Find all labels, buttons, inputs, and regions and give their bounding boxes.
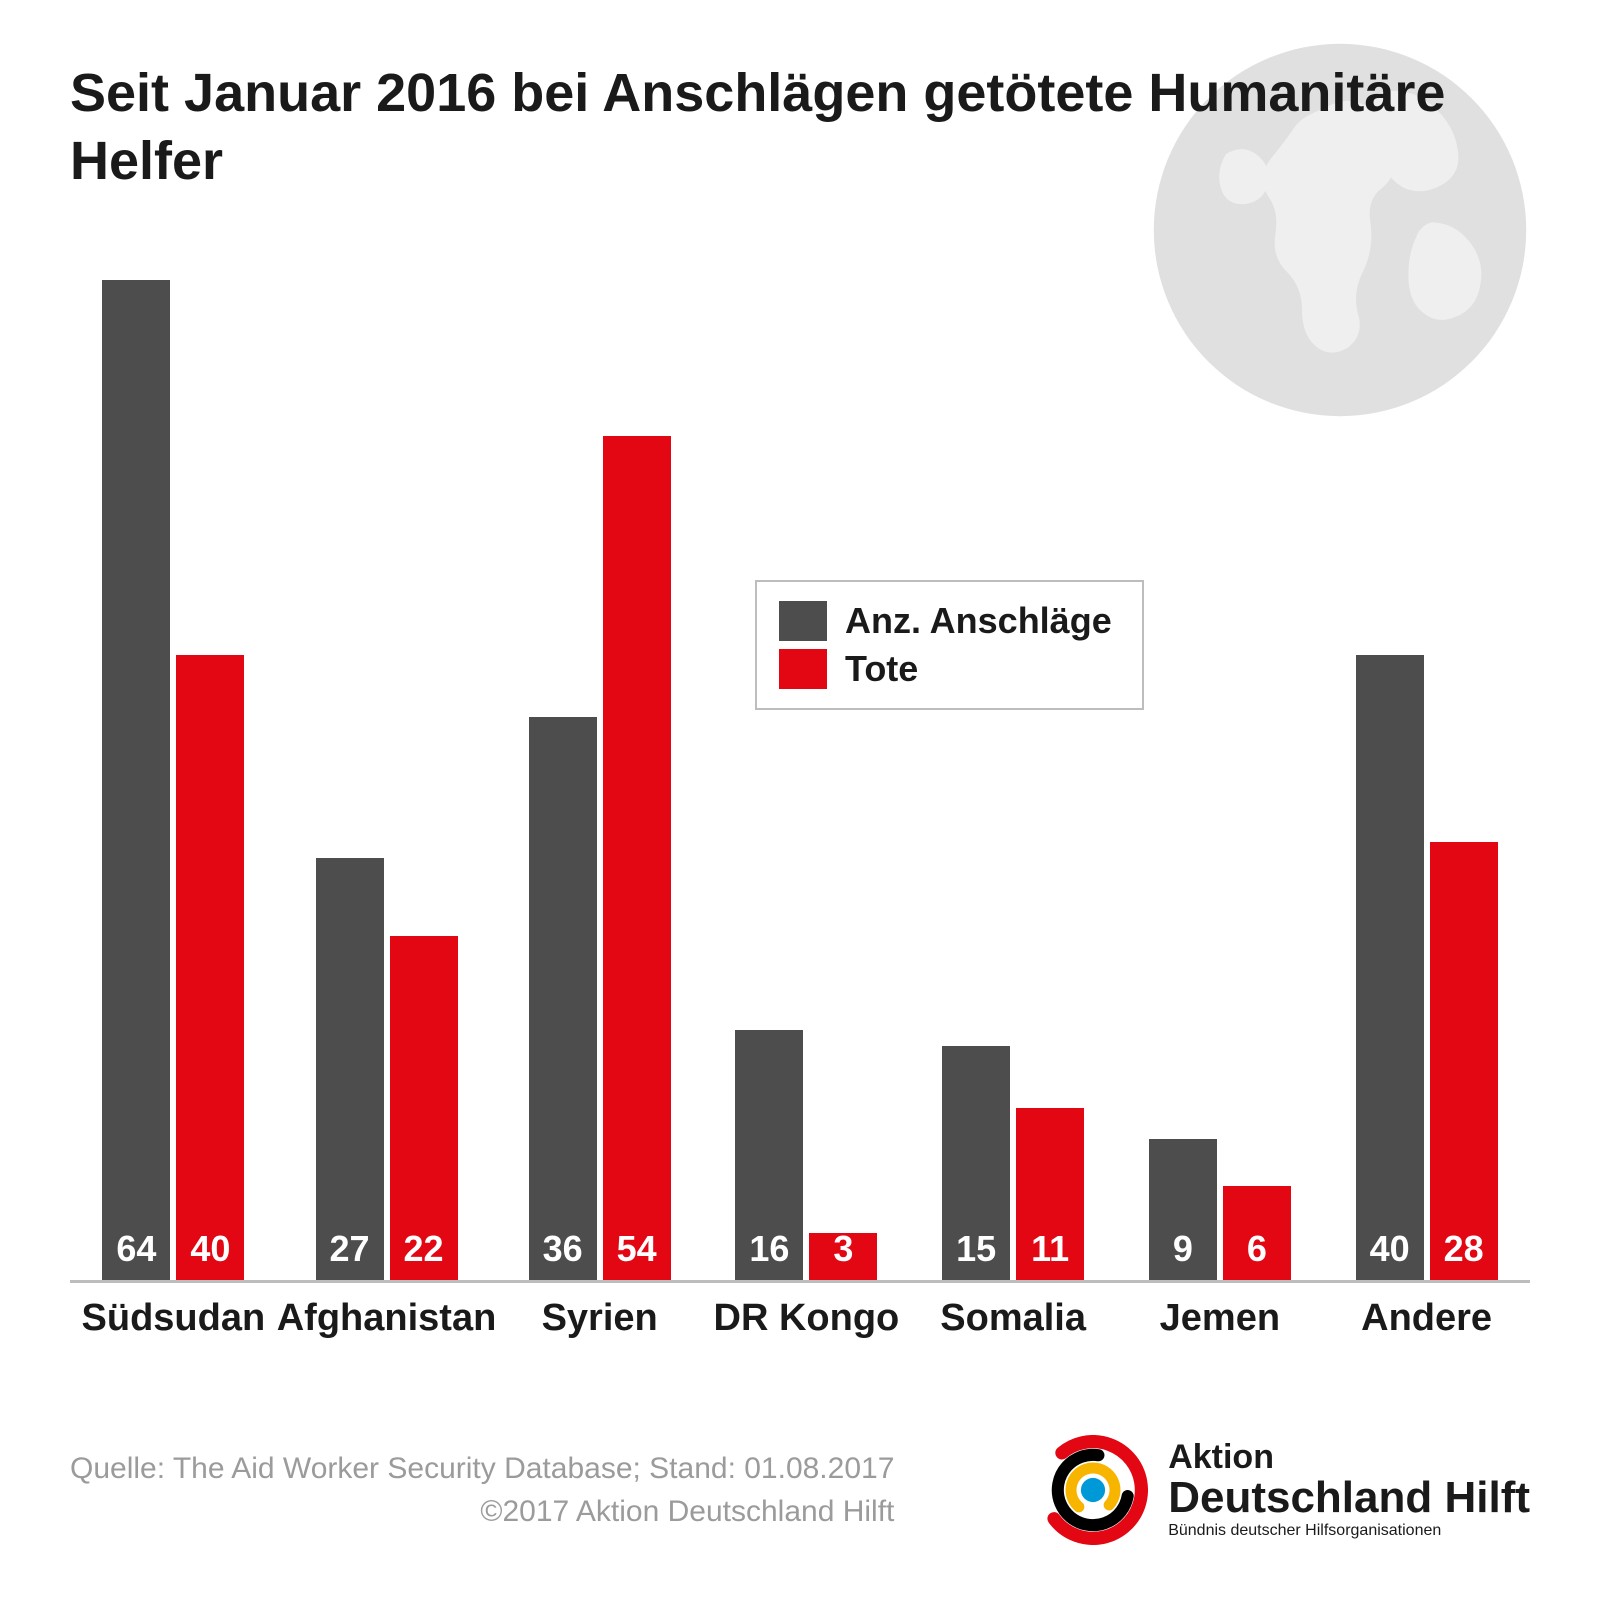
brand-subline: Bündnis deutscher Hilfsorganisationen bbox=[1168, 1522, 1530, 1540]
chart-title: Seit Januar 2016 bei Anschlägen getötete… bbox=[70, 60, 1530, 195]
deaths-bar: 28 bbox=[1430, 842, 1498, 1280]
legend-item: Tote bbox=[779, 648, 1112, 690]
bar-value-label: 11 bbox=[1016, 1228, 1084, 1280]
bar-group: 163 DR Kongo bbox=[703, 283, 910, 1340]
bar-pair: 1511 bbox=[910, 283, 1117, 1283]
bar-group: 3654 Syrien bbox=[496, 283, 703, 1340]
deaths-bar: 22 bbox=[390, 936, 458, 1280]
brand-line-1: Aktion bbox=[1168, 1440, 1530, 1476]
brand-logo-block: Aktion Deutschland Hilft Bündnis deutsch… bbox=[1038, 1435, 1530, 1545]
bar-pair: 6440 bbox=[70, 283, 277, 1283]
legend-label: Anz. Anschläge bbox=[845, 600, 1112, 642]
source-text: Quelle: The Aid Worker Security Database… bbox=[70, 1447, 894, 1534]
bar-value-label: 9 bbox=[1149, 1228, 1217, 1280]
bar-group: 1511 Somalia bbox=[910, 283, 1117, 1340]
bar-value-label: 64 bbox=[102, 1228, 170, 1280]
bar-value-label: 36 bbox=[529, 1228, 597, 1280]
attacks-bar: 27 bbox=[316, 858, 384, 1280]
bar-chart: 6440Südsudan2722Afghanistan3654Syrien163… bbox=[70, 210, 1530, 1340]
category-label: Südsudan bbox=[82, 1297, 266, 1340]
attacks-bar: 36 bbox=[529, 717, 597, 1280]
category-label: Andere bbox=[1361, 1297, 1492, 1340]
bar-value-label: 22 bbox=[390, 1228, 458, 1280]
brand-line-2: Deutschland Hilft bbox=[1168, 1476, 1530, 1520]
bar-group: 2722 Afghanistan bbox=[277, 283, 497, 1340]
bar-value-label: 3 bbox=[809, 1228, 877, 1280]
legend-swatch bbox=[779, 601, 827, 641]
category-label: Syrien bbox=[542, 1297, 658, 1340]
source-line-2: ©2017 Aktion Deutschland Hilft bbox=[70, 1490, 894, 1534]
bar-pair: 4028 bbox=[1323, 283, 1530, 1283]
attacks-bar: 15 bbox=[942, 1046, 1010, 1280]
bar-value-label: 16 bbox=[735, 1228, 803, 1280]
deaths-bar: 54 bbox=[603, 436, 671, 1280]
bar-value-label: 40 bbox=[176, 1228, 244, 1280]
legend-item: Anz. Anschläge bbox=[779, 600, 1112, 642]
legend-swatch bbox=[779, 649, 827, 689]
bar-pair: 163 bbox=[703, 283, 910, 1283]
bar-value-label: 54 bbox=[603, 1228, 671, 1280]
attacks-bar: 40 bbox=[1356, 655, 1424, 1280]
attacks-bar: 16 bbox=[735, 1030, 803, 1280]
deaths-bar: 3 bbox=[809, 1233, 877, 1280]
source-line-1: Quelle: The Aid Worker Security Database… bbox=[70, 1447, 894, 1491]
deaths-bar: 11 bbox=[1016, 1108, 1084, 1280]
bar-value-label: 27 bbox=[316, 1228, 384, 1280]
bar-pair: 2722 bbox=[277, 283, 497, 1283]
category-label: DR Kongo bbox=[714, 1297, 900, 1340]
attacks-bar: 64 bbox=[102, 280, 170, 1280]
bar-pair: 96 bbox=[1117, 283, 1324, 1283]
bar-group: 4028 Andere bbox=[1323, 283, 1530, 1340]
bar-group: 96 Jemen bbox=[1117, 283, 1324, 1340]
deaths-bar: 40 bbox=[176, 655, 244, 1280]
legend: Anz. Anschläge Tote bbox=[755, 580, 1144, 710]
category-label: Afghanistan bbox=[277, 1297, 497, 1340]
bar-value-label: 28 bbox=[1430, 1228, 1498, 1280]
category-label: Jemen bbox=[1160, 1297, 1280, 1340]
bar-value-label: 6 bbox=[1223, 1228, 1291, 1280]
brand-logo-icon bbox=[1038, 1435, 1148, 1545]
bar-group: 6440 Südsudan bbox=[70, 283, 277, 1340]
category-label: Somalia bbox=[940, 1297, 1086, 1340]
deaths-bar: 6 bbox=[1223, 1186, 1291, 1280]
legend-label: Tote bbox=[845, 648, 918, 690]
attacks-bar: 9 bbox=[1149, 1139, 1217, 1280]
bar-pair: 3654 bbox=[496, 283, 703, 1283]
bar-value-label: 15 bbox=[942, 1228, 1010, 1280]
bar-value-label: 40 bbox=[1356, 1228, 1424, 1280]
